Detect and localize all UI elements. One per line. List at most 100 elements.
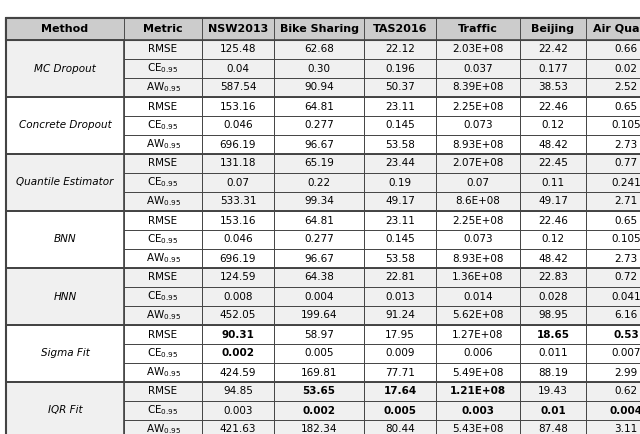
Text: 424.59: 424.59 [220, 368, 256, 378]
Bar [436, 325, 520, 344]
Bar [6, 325, 124, 382]
Text: $\mathrm{AW}_{0.95}$: $\mathrm{AW}_{0.95}$ [145, 138, 180, 151]
Text: 8.6E+08: 8.6E+08 [456, 197, 500, 207]
Bar [6, 268, 640, 325]
Text: IQR Fit: IQR Fit [48, 405, 83, 415]
Text: RMSE: RMSE [148, 158, 177, 168]
Text: RMSE: RMSE [148, 216, 177, 226]
Bar [364, 59, 436, 78]
Bar [274, 97, 364, 116]
Text: 0.11: 0.11 [541, 178, 564, 187]
Bar [124, 268, 202, 287]
Text: 0.72: 0.72 [614, 273, 637, 283]
Bar [274, 401, 364, 420]
Bar [6, 382, 124, 434]
Bar [586, 306, 640, 325]
Bar [436, 363, 520, 382]
Text: 99.34: 99.34 [304, 197, 334, 207]
Bar [436, 192, 520, 211]
Text: 0.177: 0.177 [538, 63, 568, 73]
Bar [586, 287, 640, 306]
Bar [364, 306, 436, 325]
Bar [274, 306, 364, 325]
Bar [436, 40, 520, 59]
Bar [364, 268, 436, 287]
Bar [202, 363, 274, 382]
Text: 421.63: 421.63 [220, 424, 256, 434]
Bar [274, 154, 364, 173]
Bar [520, 154, 586, 173]
Bar [586, 344, 640, 363]
Text: 125.48: 125.48 [220, 45, 256, 55]
Text: 38.53: 38.53 [538, 82, 568, 92]
Bar [364, 116, 436, 135]
Bar [202, 363, 274, 382]
Bar [364, 344, 436, 363]
Text: 0.013: 0.013 [385, 292, 415, 302]
Text: 2.73: 2.73 [614, 139, 637, 149]
Text: 48.42: 48.42 [538, 139, 568, 149]
Bar [124, 116, 202, 135]
Text: 0.65: 0.65 [614, 216, 637, 226]
Text: 0.073: 0.073 [463, 234, 493, 244]
Bar [202, 211, 274, 230]
Bar [436, 173, 520, 192]
Bar [586, 287, 640, 306]
Text: Traffic: Traffic [458, 24, 498, 34]
Text: 696.19: 696.19 [220, 253, 256, 263]
Text: TAS2016: TAS2016 [372, 24, 428, 34]
Text: 0.007: 0.007 [611, 349, 640, 358]
Bar [124, 18, 202, 40]
Bar [520, 59, 586, 78]
Bar [520, 78, 586, 97]
Bar [6, 325, 124, 382]
Text: 0.12: 0.12 [541, 234, 564, 244]
Bar [520, 173, 586, 192]
Text: $\mathrm{AW}_{0.95}$: $\mathrm{AW}_{0.95}$ [145, 309, 180, 322]
Text: 1.21E+08: 1.21E+08 [450, 387, 506, 397]
Bar [202, 268, 274, 287]
Bar [586, 173, 640, 192]
Bar [124, 211, 202, 230]
Bar [202, 18, 274, 40]
Bar [274, 78, 364, 97]
Text: 0.65: 0.65 [614, 102, 637, 112]
Bar [586, 382, 640, 401]
Bar [274, 211, 364, 230]
Bar [6, 40, 640, 97]
Bar [202, 135, 274, 154]
Bar [124, 249, 202, 268]
Text: 153.16: 153.16 [220, 102, 256, 112]
Bar [202, 382, 274, 401]
Bar [124, 287, 202, 306]
Bar [274, 59, 364, 78]
Text: 199.64: 199.64 [301, 310, 337, 320]
Text: 696.19: 696.19 [220, 139, 256, 149]
Bar [124, 154, 202, 173]
Bar [202, 306, 274, 325]
Text: 18.65: 18.65 [536, 329, 570, 339]
Bar [202, 382, 274, 401]
Text: 0.003: 0.003 [461, 405, 495, 415]
Bar [364, 306, 436, 325]
Bar [202, 401, 274, 420]
Text: 0.003: 0.003 [223, 405, 253, 415]
Bar [6, 154, 640, 211]
Bar [6, 211, 124, 268]
Bar [586, 344, 640, 363]
Bar [202, 230, 274, 249]
Bar [6, 382, 640, 434]
Bar [274, 287, 364, 306]
Bar [124, 116, 202, 135]
Text: 0.53: 0.53 [613, 329, 639, 339]
Bar [586, 325, 640, 344]
Bar [274, 249, 364, 268]
Text: HNN: HNN [53, 292, 77, 302]
Text: 2.52: 2.52 [614, 82, 637, 92]
Bar [586, 249, 640, 268]
Text: 0.62: 0.62 [614, 387, 637, 397]
Bar [436, 40, 520, 59]
Text: 22.83: 22.83 [538, 273, 568, 283]
Bar [586, 97, 640, 116]
Text: 22.12: 22.12 [385, 45, 415, 55]
